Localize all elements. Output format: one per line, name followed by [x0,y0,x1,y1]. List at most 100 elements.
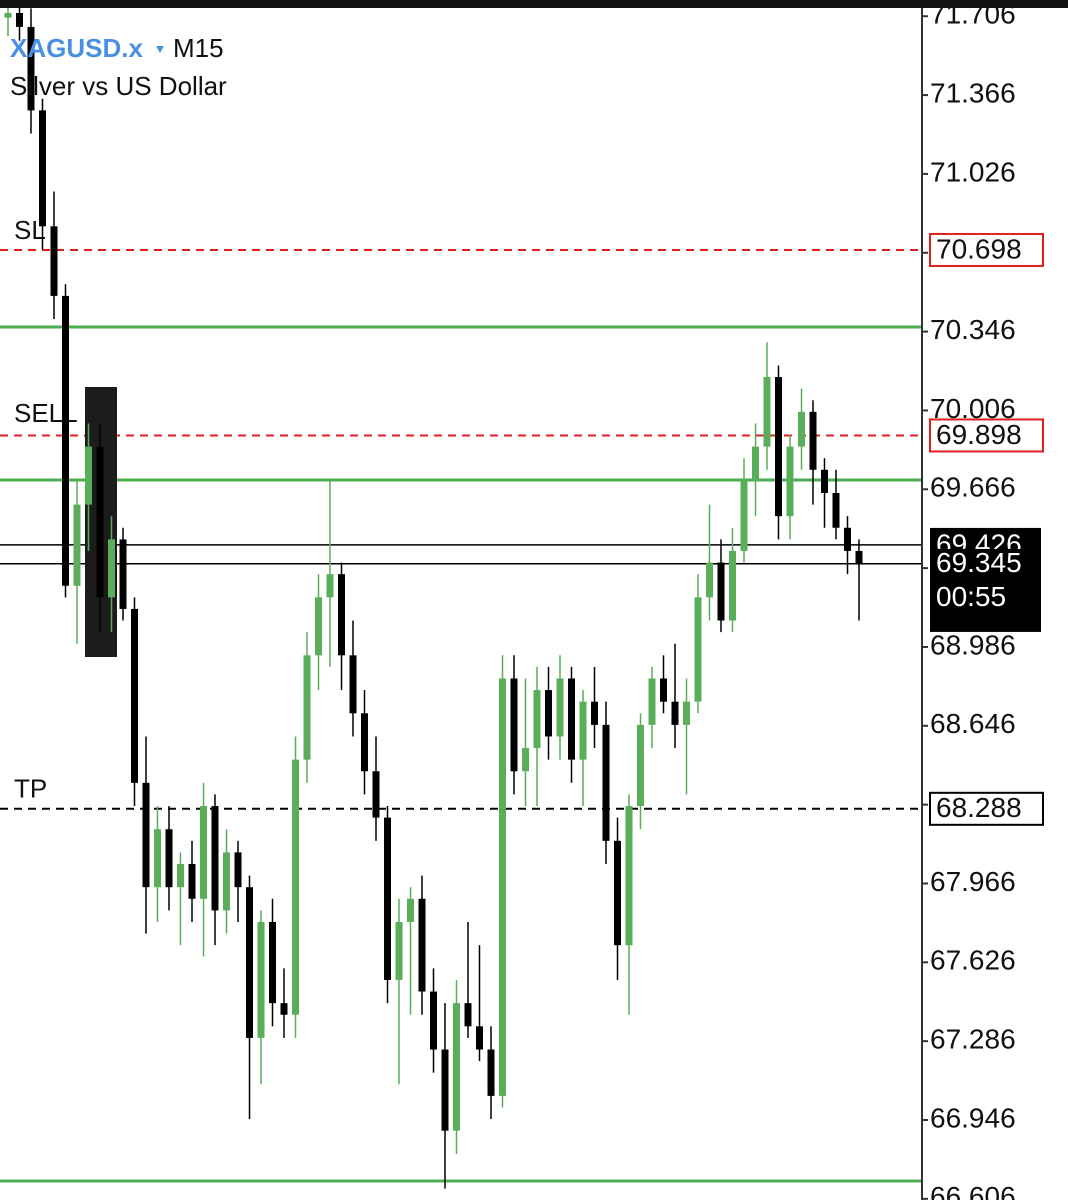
candle-body [154,829,161,888]
candle-body [533,690,541,749]
candle-body [832,492,840,528]
candle-body [62,295,69,586]
candle-body [418,898,426,992]
candle-body [694,597,702,702]
y-tick-label: 68.646 [930,708,1016,739]
candle-body [441,1049,449,1131]
candle-body [39,110,46,227]
candle-body [326,574,334,598]
candle-body [821,469,828,493]
level-label: SELL 5 [14,398,98,428]
candle-body [303,655,311,760]
candle-body [188,864,196,899]
y-tick-label: 69.666 [930,472,1016,503]
candle-body [292,759,299,1015]
candle-body [591,701,598,725]
top-bar [0,0,1068,8]
y-tick-label: 67.286 [930,1024,1016,1055]
candle-body [522,748,529,772]
candle-body [453,1003,460,1131]
candle-body [614,840,621,946]
candle-body [4,12,12,18]
candle-body [717,562,725,621]
candle-body [556,678,564,737]
candle-body [752,446,759,482]
candle-body [395,921,403,980]
candle-body [372,771,380,818]
candle-body [407,898,414,922]
candle-body [625,806,633,946]
candle-body [211,806,219,911]
y-tick-label: 67.626 [930,945,1016,976]
candle-body [510,678,518,772]
candle-body [798,411,805,447]
level-price-box [929,418,1044,453]
candle-body [786,446,794,517]
candle-body [763,377,771,447]
symbol-dropdown[interactable] [156,46,164,53]
candle-body [257,921,265,1038]
level-price: 68.288 [936,792,1022,823]
y-tick-label: 66.606 [930,1181,1016,1200]
timeframe[interactable]: M15 [173,33,224,63]
candle-body [476,1026,483,1050]
candle-body [280,1003,288,1015]
candle-body [16,12,23,27]
candle-body [671,701,679,725]
y-tick-label: 71.366 [930,77,1016,108]
candle-body [706,562,713,598]
candle-body [637,724,644,807]
level-price-box [929,232,1044,267]
candle-body [165,829,173,888]
level-price: 70.698 [936,233,1022,264]
candle-body [775,377,782,517]
candle-body [96,446,104,598]
y-tick-label: 68.986 [930,629,1016,660]
y-tick-label: 66.946 [930,1102,1016,1133]
candle-body [430,991,437,1050]
candle-body [568,678,575,760]
candle-body [660,678,667,702]
level-label: TP [14,774,47,804]
candle-body [855,550,863,564]
candle-body [579,701,587,760]
price-box [930,527,1041,632]
candle-body [844,527,851,551]
y-tick-label: 70.346 [930,314,1016,345]
candle-body [50,226,58,296]
candle-body [338,574,345,656]
candle-body [108,539,115,598]
candle-body [131,608,138,783]
candle-body [73,504,81,586]
current-price: 69.345 [936,547,1022,578]
candle-body [729,550,736,621]
candle-body [27,26,35,111]
candle-body [177,864,184,888]
bar-timer: 00:55 [936,581,1006,612]
candle-body [349,655,357,714]
candle-body [487,1049,495,1096]
symbol[interactable]: XAGUSD.x [10,33,143,63]
candle-body [384,817,391,980]
price-box-cover [930,548,1041,579]
candle-body [142,782,150,888]
candle-body [223,852,230,911]
symbol-description: Silver vs US Dollar [10,71,227,101]
candle-body [234,852,242,888]
candle-body [269,921,276,1004]
candle-body [683,701,690,725]
candle-body [648,678,656,725]
y-tick-label: 71.026 [930,156,1016,187]
level-price: 69.898 [936,419,1022,450]
level-price-box [929,791,1044,826]
candle-body [499,678,506,1096]
candle-body [545,690,552,737]
y-tick-label: 67.966 [930,866,1016,897]
candle-body [315,597,322,656]
candle-body [119,539,127,609]
candle-body [464,1003,472,1027]
candle-body [85,446,92,505]
